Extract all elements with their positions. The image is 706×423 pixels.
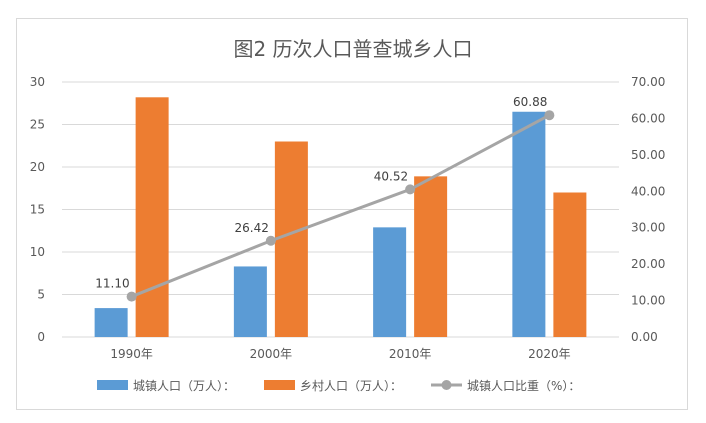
legend-swatch-marker [441,380,452,390]
bars [94,97,587,337]
y-left-tick-label: 5 [37,288,45,302]
data-label: 60.88 [513,95,547,109]
legend-label: 乡村人口（万人）： [300,379,402,393]
x-tick-label: 2020年 [528,347,571,361]
y-right-tick-label: 0.00 [631,330,658,344]
y-left-tick-label: 15 [30,203,45,217]
data-label: 40.52 [374,169,408,183]
legend-label: 城镇人口（万人）： [133,379,235,393]
y-right-tick-label: 20.00 [631,257,665,271]
series-line [131,113,551,298]
line-point [126,291,137,302]
chart-title: 图2 历次人口普查城乡人口 [233,37,472,61]
bar [553,192,587,337]
line-point [265,235,276,246]
bar [135,97,169,337]
y-left-tick-label: 20 [30,160,45,174]
legend-swatch [264,380,295,390]
legend: 城镇人口（万人）： 乡村人口（万人）： 城镇人口比重（%）： [97,379,580,393]
y-left-tick-label: 10 [30,245,45,259]
y-left-tick-label: 25 [30,118,45,132]
chart-svg: 图2 历次人口普查城乡人口 11.10 26.42 40.52 60.88 0 5 10 1… [30,37,666,393]
bar [373,227,407,337]
y-right-tick-label: 50.00 [631,148,665,162]
y-right-tick-label: 40.00 [631,184,665,198]
y-left-tick-label: 30 [30,75,45,89]
y-right-tick-label: 30.00 [631,221,665,235]
line-point [405,184,416,195]
chart-frame: 图2 历次人口普查城乡人口 11.10 26.42 40.52 60.88 0 5 10 1… [16,18,688,410]
y-right-tick-label: 60.00 [631,111,665,125]
y-right-tick-label: 70.00 [631,75,665,89]
bar [274,141,308,337]
y-right-tick-label: 10.00 [631,294,665,308]
axes: 0 5 10 15 20 25 30 0.00 10.00 20.00 30.00 40.00 50.0… [30,75,666,361]
bar [414,176,448,337]
x-tick-label: 2000年 [250,347,293,361]
bar [94,308,128,337]
bar [233,266,267,337]
data-label: 11.10 [95,277,129,291]
x-tick-label: 1990年 [110,347,153,361]
line-point [544,110,555,121]
x-tick-label: 2010年 [389,347,432,361]
y-left-tick-label: 0 [37,330,45,344]
line-series: 11.10 26.42 40.52 60.88 [95,95,555,302]
bar [512,111,546,337]
data-label: 26.42 [235,221,269,235]
legend-swatch [97,380,128,390]
legend-label: 城镇人口比重（%）： [467,379,580,393]
